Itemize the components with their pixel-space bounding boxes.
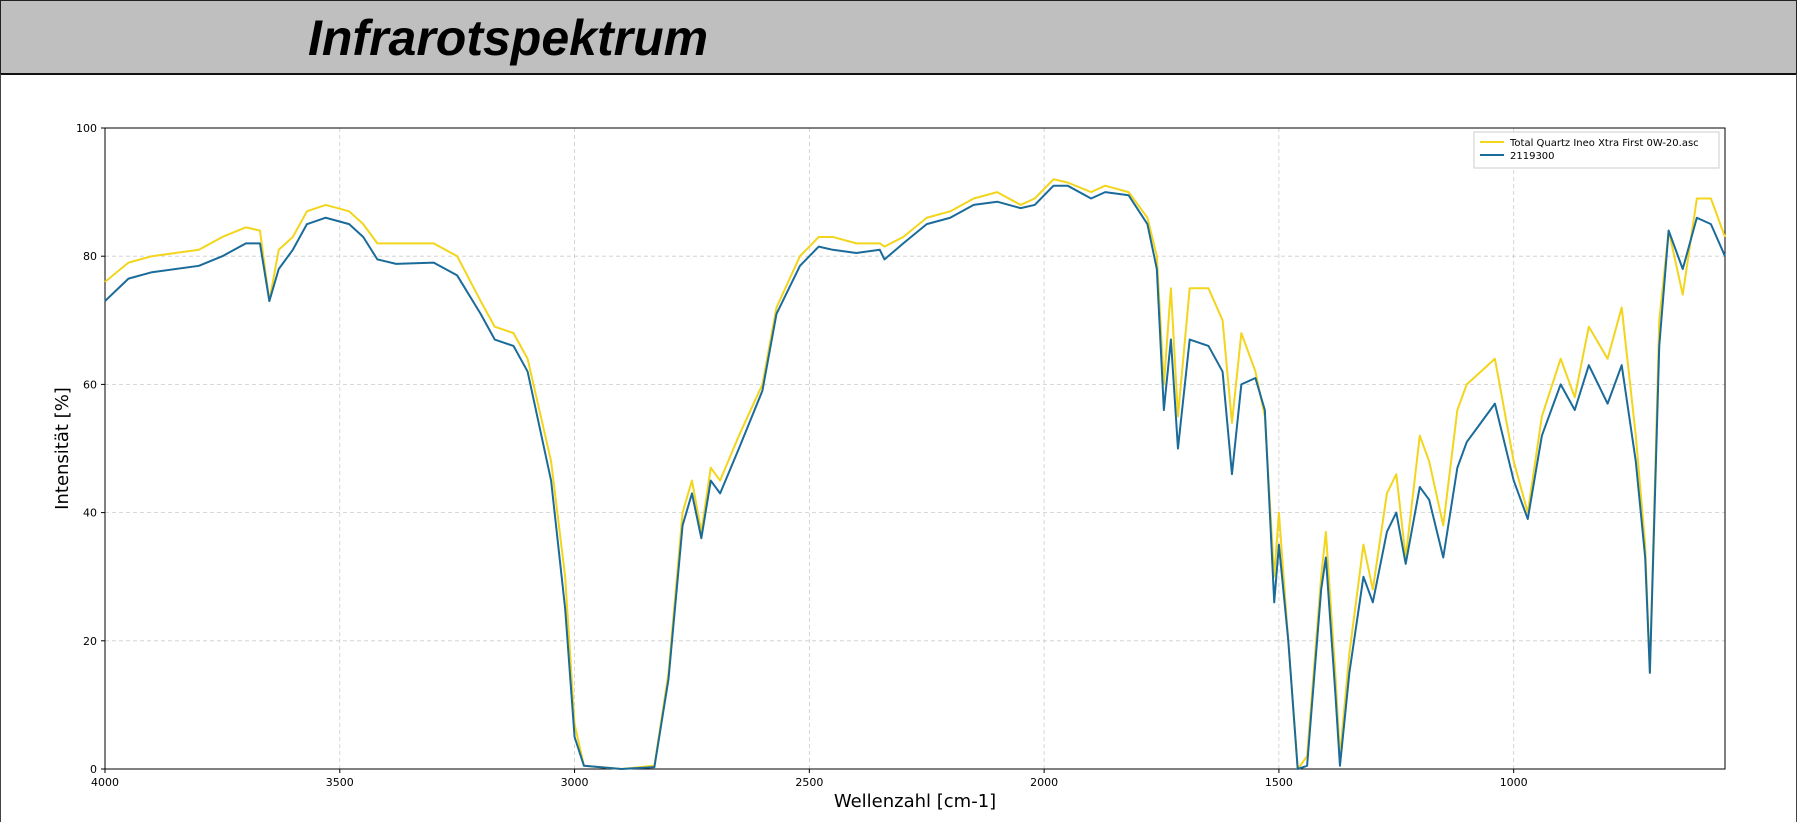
series-line: [104, 184, 1726, 770]
y-tick-label: 60: [83, 378, 97, 391]
y-axis-label: Intensität [%]: [52, 387, 73, 510]
x-tick-label: 1500: [1265, 776, 1293, 789]
legend-label: 2119300: [1510, 151, 1555, 162]
header: Infrarotspektrum: [0, 0, 1797, 75]
legend-label: Total Quartz Ineo Xtra First 0W-20.asc: [1509, 138, 1699, 149]
y-tick-label: 80: [83, 250, 97, 263]
x-tick-label: 2500: [795, 776, 823, 789]
y-tick-label: 40: [83, 507, 97, 520]
legend-box: [1473, 131, 1720, 169]
x-tick-label: 4000: [91, 776, 119, 789]
x-axis-label: Wellenzahl [cm-1]: [834, 791, 996, 812]
page-title: Infrarotspektrum: [308, 10, 709, 66]
plot-area: [104, 127, 1726, 770]
series-line: [104, 178, 1726, 770]
x-tick-label: 1000: [1500, 776, 1528, 789]
y-tick-label: 100: [76, 122, 97, 135]
x-tick-label: 3500: [326, 776, 354, 789]
x-tick-label: 2000: [1030, 776, 1058, 789]
x-tick-label: 3000: [561, 776, 589, 789]
y-tick-label: 0: [90, 763, 97, 776]
y-tick-label: 20: [83, 635, 97, 648]
legend: Total Quartz Ineo Xtra First 0W-20.asc 21…: [1473, 131, 1720, 169]
